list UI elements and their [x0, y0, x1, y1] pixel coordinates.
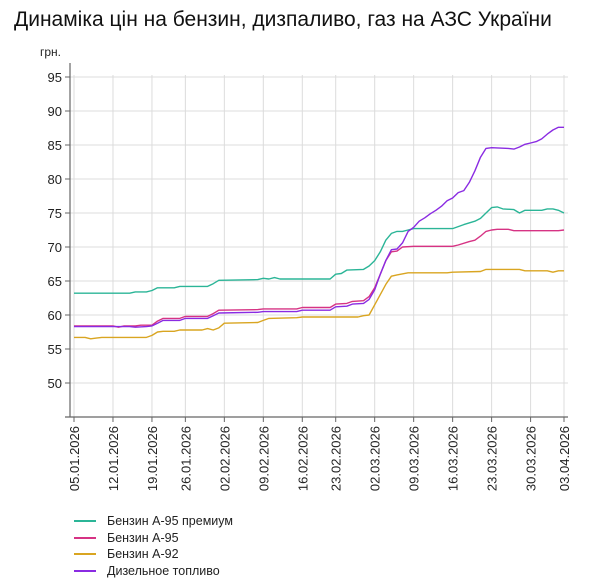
y-tick-label: 50: [48, 376, 62, 391]
legend-swatch: [74, 520, 96, 523]
y-tick-label: 60: [48, 308, 62, 323]
series-line: [74, 268, 564, 340]
series-lines: [74, 126, 565, 340]
series-line: [74, 228, 565, 328]
x-tick-label: 02.03.2026: [368, 426, 383, 491]
legend-label: Бензин А-92: [107, 547, 179, 561]
legend: Бензин А-95 премиум Бензин А-95 Бензин А…: [74, 513, 233, 579]
legend-label: Дизельное топливо: [107, 563, 220, 578]
y-tick-label: 65: [48, 274, 62, 289]
legend-swatch: [74, 553, 96, 556]
legend-label: Бензин А-95 премиум: [107, 514, 233, 528]
y-tick-label: 55: [48, 342, 62, 357]
y-axis: 50 55 60 65 70 75 80 85 90 95: [48, 63, 71, 417]
x-tick-label: 23.03.2026: [485, 426, 500, 491]
series-line: [74, 126, 564, 328]
series-line: [74, 206, 565, 294]
legend-label: Бензин А-95: [107, 530, 179, 545]
line-chart: 50 55 60 65 70 75 80 85 90 95 05.01.2026 12.01.202…: [40, 45, 572, 491]
legend-item-a92[interactable]: Бензин А-92: [74, 546, 233, 563]
x-tick-label: 23.02.2026: [329, 426, 344, 491]
x-axis: 05.01.2026 12.01.2026 19.01.2026 26.01.2026…: [65, 416, 572, 491]
x-tick-label: 26.01.2026: [178, 426, 193, 491]
legend-item-diesel[interactable]: Дизельное топливо: [74, 563, 233, 580]
x-tick-label: 09.03.2026: [407, 426, 422, 491]
y-tick-label: 75: [48, 206, 62, 221]
x-tick-label: 30.03.2026: [524, 426, 539, 491]
y-tick-label: 80: [48, 172, 62, 187]
legend-item-a95[interactable]: Бензин А-95: [74, 530, 233, 547]
y-axis-label: грн.: [40, 45, 61, 59]
x-tick-label: 16.03.2026: [446, 426, 461, 491]
grid-lines: [70, 75, 568, 417]
chart-title: Динаміка цін на бензин, дизпаливо, газ н…: [14, 8, 552, 31]
x-tick-label: 19.01.2026: [145, 426, 160, 491]
y-tick-label: 70: [48, 240, 62, 255]
x-tick-label: 05.01.2026: [67, 426, 82, 491]
y-tick-label: 85: [48, 138, 62, 153]
x-tick-label: 03.04.2026: [557, 426, 572, 491]
y-tick-label: 95: [48, 70, 62, 85]
legend-swatch: [74, 536, 96, 539]
y-tick-label: 90: [48, 104, 62, 119]
x-tick-label: 09.02.2026: [256, 426, 271, 491]
legend-item-a95-premium[interactable]: Бензин А-95 премиум: [74, 513, 233, 530]
x-tick-label: 12.01.2026: [106, 426, 121, 491]
x-tick-label: 16.02.2026: [295, 426, 310, 491]
x-tick-label: 02.02.2026: [217, 426, 232, 491]
legend-swatch: [74, 569, 96, 572]
